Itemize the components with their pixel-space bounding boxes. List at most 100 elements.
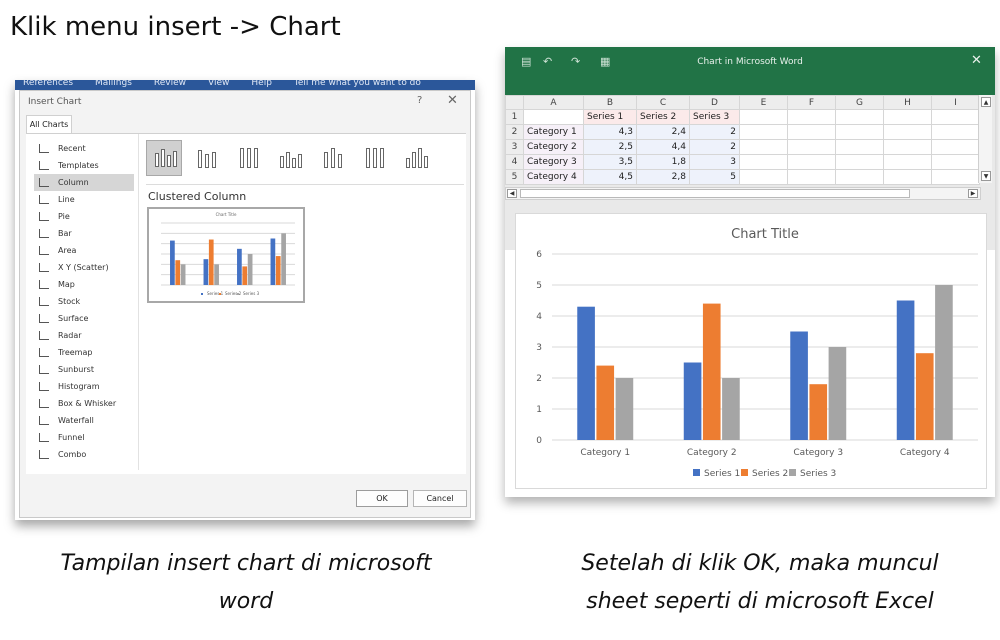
3d-column-icon[interactable] [398, 140, 434, 176]
empty-cell[interactable] [931, 154, 980, 170]
ribbon-tab[interactable]: References [23, 80, 74, 88]
cell-a[interactable]: Category 4 [523, 169, 584, 185]
3d-100-stacked-column-icon[interactable] [356, 140, 392, 176]
empty-cell[interactable] [739, 154, 788, 170]
column-header[interactable]: B [583, 95, 637, 110]
vertical-scrollbar[interactable]: ▲ ▼ [978, 95, 992, 183]
cell-a[interactable]: Category 3 [523, 154, 584, 170]
cell-c[interactable]: 2,4 [636, 124, 690, 140]
column-header[interactable]: F [787, 95, 836, 110]
chart-category-item[interactable]: Waterfall [34, 412, 134, 429]
chart-category-item[interactable]: Treemap [34, 344, 134, 361]
3d-clustered-column-icon[interactable] [272, 140, 308, 176]
empty-cell[interactable] [835, 154, 884, 170]
chart-category-item[interactable]: Histogram [34, 378, 134, 395]
chart-category-item[interactable]: Bar [34, 225, 134, 242]
scroll-left-icon[interactable]: ◀ [507, 189, 517, 198]
empty-cell[interactable] [931, 109, 980, 125]
cell-c[interactable]: 1,8 [636, 154, 690, 170]
empty-cell[interactable] [931, 169, 980, 185]
3d-stacked-column-icon[interactable] [314, 140, 350, 176]
chart-category-item[interactable]: Pie [34, 208, 134, 225]
empty-cell[interactable] [883, 124, 932, 140]
chart-category-item[interactable]: Area [34, 242, 134, 259]
cell-a[interactable]: Category 1 [523, 124, 584, 140]
redo-icon[interactable]: ↷ [571, 55, 581, 68]
save-icon[interactable]: ▤ [521, 55, 532, 68]
chart-category-item[interactable]: Column [34, 174, 134, 191]
stacked-column-icon[interactable] [188, 140, 224, 176]
empty-cell[interactable] [739, 139, 788, 155]
scroll-down-icon[interactable]: ▼ [981, 171, 991, 181]
cell-b[interactable]: 3,5 [583, 154, 637, 170]
empty-cell[interactable] [835, 139, 884, 155]
tab-all-charts[interactable]: All Charts [26, 115, 72, 133]
cell-c[interactable]: Series 2 [636, 109, 690, 125]
chart-category-item[interactable]: Line [34, 191, 134, 208]
cell-b[interactable]: 4,3 [583, 124, 637, 140]
ribbon-tab[interactable]: Help [251, 80, 272, 88]
undo-icon[interactable]: ↶ [543, 55, 553, 68]
empty-cell[interactable] [835, 124, 884, 140]
empty-cell[interactable] [787, 169, 836, 185]
column-header[interactable]: C [636, 95, 690, 110]
ribbon-tab[interactable]: Review [153, 80, 187, 88]
chart-area[interactable]: Chart Title 0 1 2 3 4 5 6 Category 1 Category 2 Ca… [515, 213, 987, 489]
ribbon-tab[interactable]: Mailings [95, 80, 132, 88]
close-icon[interactable]: ✕ [971, 53, 982, 68]
row-header[interactable]: 1 [505, 109, 524, 125]
chart-category-item[interactable]: Templates [34, 157, 134, 174]
chart-category-item[interactable]: Stock [34, 293, 134, 310]
chart-category-item[interactable]: Sunburst [34, 361, 134, 378]
cell-c[interactable]: 4,4 [636, 139, 690, 155]
empty-cell[interactable] [931, 139, 980, 155]
empty-cell[interactable] [739, 124, 788, 140]
row-header[interactable]: 2 [505, 124, 524, 140]
chart-category-item[interactable]: Combo [34, 446, 134, 463]
column-header[interactable]: G [835, 95, 884, 110]
empty-cell[interactable] [931, 124, 980, 140]
chart-category-item[interactable]: X Y (Scatter) [34, 259, 134, 276]
cancel-button[interactable]: Cancel [413, 490, 467, 507]
horizontal-scrollbar[interactable]: ◀ ▶ [505, 187, 981, 200]
cell-b[interactable]: Series 1 [583, 109, 637, 125]
ok-button[interactable]: OK [356, 490, 408, 507]
empty-cell[interactable] [883, 169, 932, 185]
column-header[interactable]: D [689, 95, 740, 110]
clustered-column-icon[interactable] [146, 140, 182, 176]
chart-category-item[interactable]: Surface [34, 310, 134, 327]
empty-cell[interactable] [739, 169, 788, 185]
row-header[interactable]: 5 [505, 169, 524, 185]
cell-b[interactable]: 2,5 [583, 139, 637, 155]
select-all-corner[interactable] [505, 95, 524, 110]
scroll-right-icon[interactable]: ▶ [968, 189, 978, 198]
help-button[interactable]: ? [417, 95, 423, 106]
empty-cell[interactable] [883, 109, 932, 125]
close-icon[interactable]: ✕ [447, 93, 458, 108]
ribbon-tab[interactable]: View [208, 80, 230, 88]
cell-d[interactable]: 5 [689, 169, 740, 185]
chart-category-item[interactable]: Radar [34, 327, 134, 344]
cell-d[interactable]: 3 [689, 154, 740, 170]
cell-a[interactable]: Category 2 [523, 139, 584, 155]
scroll-up-icon[interactable]: ▲ [981, 97, 991, 107]
edit-data-icon[interactable]: ▦ [600, 55, 611, 68]
empty-cell[interactable] [787, 109, 836, 125]
empty-cell[interactable] [835, 109, 884, 125]
cell-d[interactable]: Series 3 [689, 109, 740, 125]
empty-cell[interactable] [787, 124, 836, 140]
empty-cell[interactable] [739, 109, 788, 125]
empty-cell[interactable] [787, 154, 836, 170]
empty-cell[interactable] [835, 169, 884, 185]
cell-d[interactable]: 2 [689, 124, 740, 140]
chart-category-item[interactable]: Recent [34, 140, 134, 157]
column-header[interactable]: A [523, 95, 584, 110]
chart-preview-thumbnail[interactable]: Chart Title Series 1 Series 2 Series 3 [147, 207, 305, 303]
chart-category-item[interactable]: Funnel [34, 429, 134, 446]
cell-d[interactable]: 2 [689, 139, 740, 155]
row-header[interactable]: 3 [505, 139, 524, 155]
column-header[interactable]: E [739, 95, 788, 110]
ribbon-tab[interactable]: Tell me what you want to do [293, 80, 421, 88]
cell-a[interactable] [523, 109, 584, 125]
100-stacked-column-icon[interactable] [230, 140, 266, 176]
